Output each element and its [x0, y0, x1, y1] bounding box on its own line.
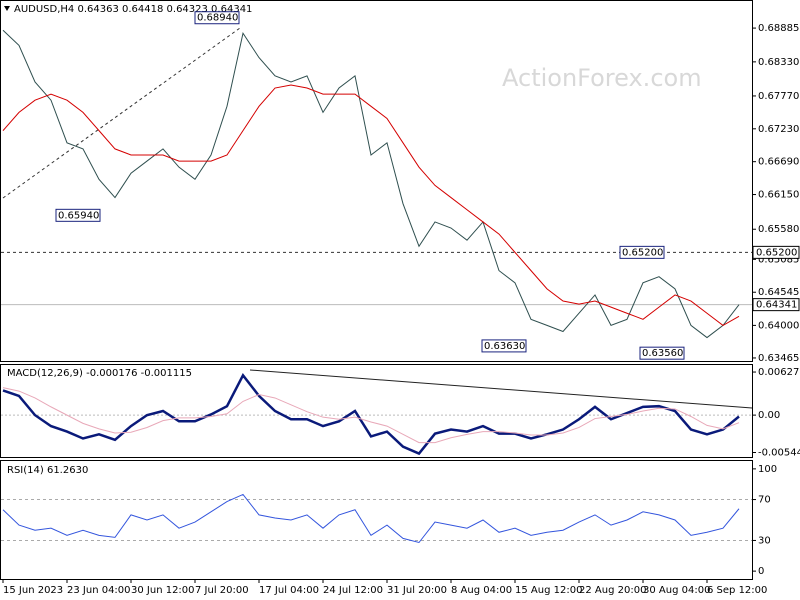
x-tick-label: 31 Jul 20:00	[387, 585, 447, 596]
x-tick-label: 7 Jul 20:00	[195, 585, 249, 596]
level-axis-label: 0.65200	[756, 247, 797, 258]
series-line	[2, 387, 740, 444]
annotation-box	[194, 11, 240, 25]
series-line	[2, 372, 740, 456]
y-tick-label: 0.68330	[758, 57, 799, 68]
rsi-panel	[0, 460, 753, 580]
x-tick-label: 17 Jul 04:00	[259, 585, 319, 596]
y-tick-label: 0	[758, 566, 764, 577]
y-tick-label: 0.68885	[758, 23, 799, 34]
y-tick-label: 0.64545	[758, 287, 799, 298]
x-tick-label: 15 Aug 12:00	[515, 585, 582, 596]
level-box	[752, 245, 800, 259]
macd-title: MACD(12,26,9) -0.000176 -0.001115	[7, 368, 192, 379]
annotation-label: 0.63630	[484, 341, 525, 352]
y-tick-label: 0.00	[758, 410, 780, 421]
x-tick-label: 24 Jul 12:00	[323, 585, 383, 596]
price-panel	[0, 0, 753, 362]
rsi-title: RSI(14) 61.2630	[7, 465, 88, 476]
series-line	[2, 84, 740, 326]
annotation-box	[481, 339, 527, 353]
series-line	[2, 29, 740, 339]
series-line	[2, 493, 740, 544]
watermark: ActionForex.com	[502, 64, 702, 92]
chart-title: AUDUSD,H4 0.64363 0.64418 0.64323 0.6434…	[14, 4, 252, 15]
macd-trend-line	[249, 369, 753, 409]
y-tick-label: 100	[758, 464, 777, 475]
y-tick-label: 30	[758, 535, 771, 546]
y-tick-label: 0.64000	[758, 320, 799, 331]
annotation-box	[619, 245, 665, 259]
x-tick-label: 23 Jun 04:00	[67, 585, 131, 596]
collapse-icon	[4, 6, 10, 11]
y-tick-label: 0.66150	[758, 190, 799, 201]
x-tick-label: 30 Jun 12:00	[131, 585, 195, 596]
x-tick-label: 30 Aug 04:00	[643, 585, 710, 596]
current-price-box	[752, 298, 800, 312]
y-tick-label: 0.67230	[758, 124, 799, 135]
annotation-label: 0.65200	[622, 247, 663, 258]
y-tick-label: 0.63465	[758, 353, 799, 364]
annotation-label: 0.68940	[197, 13, 238, 24]
macd-panel	[0, 364, 753, 458]
annotation-box	[55, 208, 101, 222]
x-tick-label: 6 Sep 12:00	[707, 585, 767, 596]
x-tick-label: 8 Aug 04:00	[451, 585, 512, 596]
y-tick-label: 0.006275	[758, 367, 800, 378]
x-tick-label: 22 Aug 20:00	[579, 585, 646, 596]
y-tick-label: 0.65580	[758, 224, 799, 235]
x-tick-label: 15 Jun 2023	[3, 585, 63, 596]
y-tick-label: 0.66690	[758, 157, 799, 168]
annotation-label: 0.65940	[58, 210, 99, 221]
annotation-box	[639, 346, 685, 360]
y-tick-label: 70	[758, 495, 771, 506]
y-tick-label: 0.65085	[758, 254, 799, 265]
y-tick-label: 0.67770	[758, 91, 799, 102]
current-price-label: 0.64341	[756, 300, 797, 311]
trend-line	[2, 27, 241, 199]
annotation-label: 0.63560	[642, 348, 683, 359]
y-tick-label: -0.005446	[758, 448, 800, 459]
